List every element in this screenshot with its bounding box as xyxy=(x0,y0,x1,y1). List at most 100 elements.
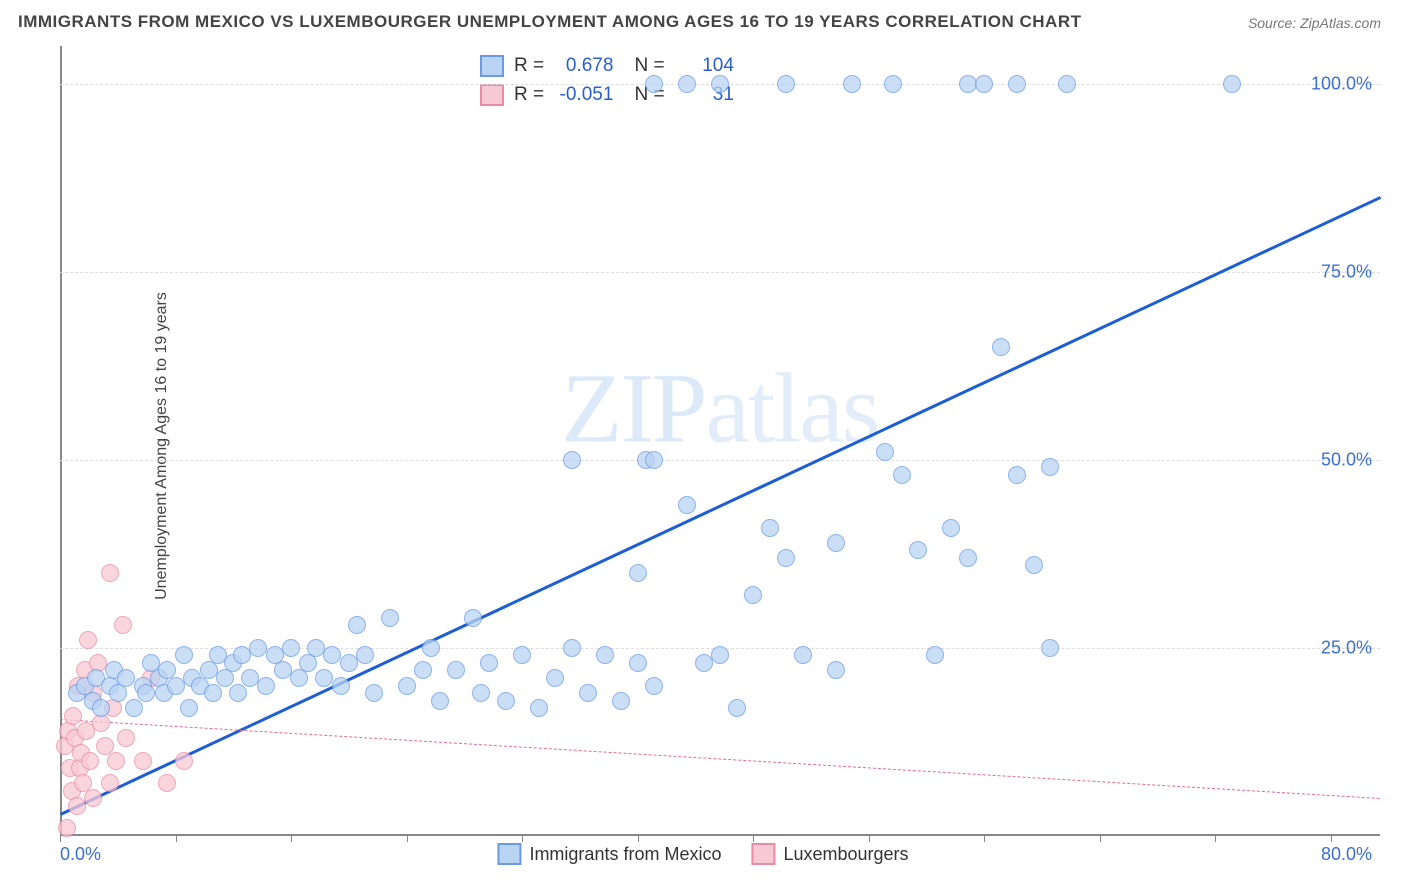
data-point xyxy=(497,692,515,710)
x-tick-mark xyxy=(522,834,523,842)
data-point xyxy=(579,684,597,702)
x-tick-mark xyxy=(407,834,408,842)
x-tick-label: 0.0% xyxy=(60,844,101,865)
data-point xyxy=(992,338,1010,356)
data-point xyxy=(117,669,135,687)
watermark: ZIPatlas xyxy=(561,351,878,466)
data-point xyxy=(167,677,185,695)
data-point xyxy=(827,661,845,679)
chart-source: Source: ZipAtlas.com xyxy=(1248,15,1381,31)
data-point xyxy=(876,443,894,461)
r-value-luxembourg: -0.051 xyxy=(549,81,613,110)
y-axis-line xyxy=(60,46,62,834)
data-point xyxy=(381,609,399,627)
data-point xyxy=(92,699,110,717)
data-point xyxy=(728,699,746,717)
data-point xyxy=(893,466,911,484)
data-point xyxy=(233,646,251,664)
swatch-mexico xyxy=(480,55,504,77)
data-point xyxy=(645,75,663,93)
scatter-plot: ZIPatlas R = 0.678 N = 104 R = -0.051 N … xyxy=(60,46,1380,836)
data-point xyxy=(959,75,977,93)
data-point xyxy=(356,646,374,664)
data-point xyxy=(612,692,630,710)
n-label: N = xyxy=(635,55,665,76)
legend-swatch-luxembourg xyxy=(751,843,775,865)
y-tick-label: 50.0% xyxy=(1321,449,1372,470)
data-point xyxy=(645,677,663,695)
y-tick-label: 25.0% xyxy=(1321,637,1372,658)
data-point xyxy=(158,774,176,792)
data-point xyxy=(563,639,581,657)
data-point xyxy=(1058,75,1076,93)
data-point xyxy=(1223,75,1241,93)
legend-label-luxembourg: Luxembourgers xyxy=(783,844,908,865)
x-tick-mark xyxy=(291,834,292,842)
trend-line xyxy=(60,196,1381,816)
legend-swatch-mexico xyxy=(497,843,521,865)
data-point xyxy=(348,616,366,634)
data-point xyxy=(282,639,300,657)
data-point xyxy=(711,646,729,664)
data-point xyxy=(204,684,222,702)
legend-label-mexico: Immigrants from Mexico xyxy=(529,844,721,865)
legend-item-mexico: Immigrants from Mexico xyxy=(497,843,721,865)
data-point xyxy=(107,752,125,770)
data-point xyxy=(249,639,267,657)
x-tick-mark xyxy=(753,834,754,842)
data-point xyxy=(134,752,152,770)
gridline xyxy=(60,460,1380,461)
data-point xyxy=(1041,639,1059,657)
data-point xyxy=(761,519,779,537)
x-tick-label: 80.0% xyxy=(1321,844,1372,865)
data-point xyxy=(241,669,259,687)
data-point xyxy=(884,75,902,93)
data-point xyxy=(114,616,132,634)
data-point xyxy=(1008,75,1026,93)
data-point xyxy=(137,684,155,702)
data-point xyxy=(274,661,292,679)
data-point xyxy=(678,75,696,93)
data-point xyxy=(84,789,102,807)
data-point xyxy=(422,639,440,657)
r-label: R = xyxy=(514,84,544,105)
data-point xyxy=(777,75,795,93)
data-point xyxy=(175,646,193,664)
data-point xyxy=(257,677,275,695)
data-point xyxy=(125,699,143,717)
trend-line xyxy=(60,719,1380,799)
data-point xyxy=(68,797,86,815)
x-tick-mark xyxy=(638,834,639,842)
data-point xyxy=(79,631,97,649)
data-point xyxy=(744,586,762,604)
data-point xyxy=(1041,458,1059,476)
data-point xyxy=(843,75,861,93)
gridline xyxy=(60,272,1380,273)
data-point xyxy=(101,774,119,792)
data-point xyxy=(175,752,193,770)
data-point xyxy=(332,677,350,695)
chart-title: IMMIGRANTS FROM MEXICO VS LUXEMBOURGER U… xyxy=(18,12,1081,32)
x-tick-mark xyxy=(869,834,870,842)
data-point xyxy=(200,661,218,679)
data-point xyxy=(117,729,135,747)
data-point xyxy=(398,677,416,695)
data-point xyxy=(926,646,944,664)
data-point xyxy=(513,646,531,664)
data-point xyxy=(695,654,713,672)
r-label: R = xyxy=(514,55,544,76)
data-point xyxy=(596,646,614,664)
data-point xyxy=(464,609,482,627)
y-tick-label: 100.0% xyxy=(1311,73,1372,94)
data-point xyxy=(959,549,977,567)
data-point xyxy=(629,564,647,582)
correlation-row-mexico: R = 0.678 N = 104 xyxy=(480,52,734,81)
data-point xyxy=(64,707,82,725)
data-point xyxy=(340,654,358,672)
x-tick-mark xyxy=(1331,834,1332,842)
data-point xyxy=(530,699,548,717)
data-point xyxy=(365,684,383,702)
data-point xyxy=(678,496,696,514)
data-point xyxy=(229,684,247,702)
data-point xyxy=(1025,556,1043,574)
